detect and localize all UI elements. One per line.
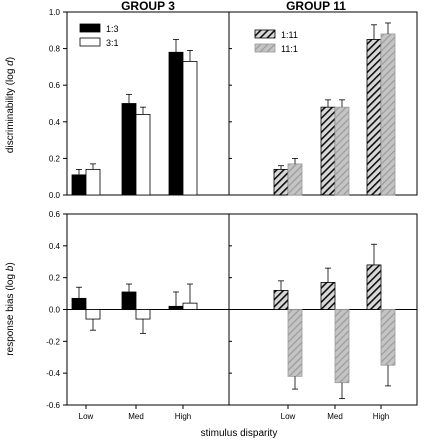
y-tick-label: 0.2 bbox=[49, 274, 61, 283]
legend-swatch bbox=[254, 29, 276, 39]
panel-group11-discriminability: GROUP 11 1:11 11:1 bbox=[228, 0, 418, 196]
y-tick-label: 0.6 bbox=[49, 81, 61, 90]
bar-11-1-med bbox=[334, 106, 350, 196]
bar-1-3-low bbox=[71, 297, 87, 310]
bar-3-1-high bbox=[182, 302, 198, 310]
y-tick-label: -0.4 bbox=[46, 369, 60, 378]
y-tick-label: 0.2 bbox=[49, 154, 61, 163]
bar-1-11-med bbox=[320, 282, 336, 310]
legend-label: 1:11 bbox=[281, 30, 298, 40]
panel-group11-response-bias bbox=[228, 213, 418, 409]
bar-3-1-med bbox=[135, 309, 151, 320]
y-axis-label: discriminability (log d) bbox=[5, 57, 16, 153]
bar-11-1-high bbox=[380, 309, 396, 366]
x-tick-label: High bbox=[373, 412, 389, 421]
bar-1-11-low bbox=[273, 289, 289, 310]
bar-11-1-high bbox=[380, 33, 396, 196]
x-category-labels: Low Med High Low Med High bbox=[79, 412, 390, 421]
bar-3-1-low bbox=[85, 168, 101, 196]
bar-3-1-high bbox=[182, 61, 198, 196]
x-tick-label: Med bbox=[128, 412, 144, 421]
panel-title: GROUP 11 bbox=[286, 0, 346, 13]
legend-label: 1:3 bbox=[106, 24, 119, 34]
bar-1-3-high bbox=[168, 51, 184, 196]
y-tick-label: 0.4 bbox=[49, 118, 61, 127]
x-tick-label: Med bbox=[327, 412, 343, 421]
bar-1-3-med bbox=[121, 291, 137, 310]
bar-1-3-high bbox=[168, 305, 184, 310]
legend-label: 3:1 bbox=[106, 38, 119, 48]
y-tick-label: 0.0 bbox=[49, 191, 61, 200]
legend-swatch bbox=[79, 37, 101, 47]
x-axis-label: stimulus disparity bbox=[201, 428, 278, 439]
bar-11-1-low bbox=[287, 309, 303, 377]
y-tick-label: 0.6 bbox=[49, 210, 61, 219]
panel-group3-response-bias: response bias (log b) -0.6 -0.4 -0.2 0.0 0.2… bbox=[5, 210, 230, 410]
y-tick-label: 0.4 bbox=[49, 242, 61, 251]
legend-swatch bbox=[79, 23, 101, 33]
x-tick-label: High bbox=[175, 412, 191, 421]
bar-1-3-med bbox=[121, 103, 137, 196]
bar-1-11-low bbox=[273, 168, 289, 196]
y-tick-label: 0.8 bbox=[49, 45, 61, 54]
legend-label: 11:1 bbox=[281, 44, 298, 54]
bar-11-1-low bbox=[287, 163, 303, 196]
bar-11-1-med bbox=[334, 309, 350, 384]
y-tick-label: -0.2 bbox=[46, 337, 60, 346]
y-tick-label: 0.0 bbox=[49, 306, 61, 315]
bar-3-1-med bbox=[135, 114, 151, 196]
x-tick-label: Low bbox=[281, 412, 296, 421]
bar-1-11-med bbox=[320, 106, 336, 196]
y-tick-label: 1.0 bbox=[49, 8, 61, 17]
bar-1-3-low bbox=[71, 174, 87, 196]
legend-swatch bbox=[254, 43, 276, 53]
bar-3-1-low bbox=[85, 309, 101, 320]
x-tick-label: Low bbox=[79, 412, 94, 421]
y-tick-label: -0.6 bbox=[46, 401, 60, 410]
bar-1-11-high bbox=[366, 264, 382, 310]
panel-group3-discriminability: GROUP 3 discriminability (log d) 0.0 0.2 0… bbox=[5, 0, 230, 200]
bar-1-11-high bbox=[366, 39, 382, 196]
y-axis-label: response bias (log b) bbox=[5, 262, 16, 355]
panel-title: GROUP 3 bbox=[121, 0, 175, 13]
